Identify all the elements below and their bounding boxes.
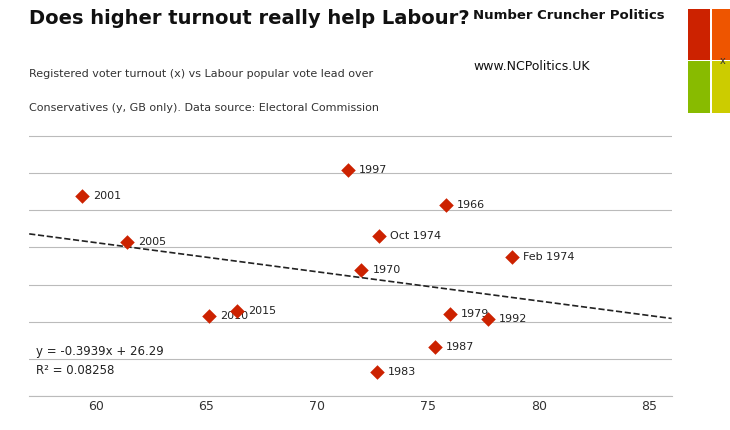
Text: 1983: 1983 [388,367,416,377]
Text: 2015: 2015 [248,306,277,316]
Text: y = -0.3939x + 26.29: y = -0.3939x + 26.29 [36,345,164,358]
Text: 2001: 2001 [93,190,122,201]
Text: 1979: 1979 [461,309,490,319]
Point [439,202,451,209]
Text: Registered voter turnout (x) vs Labour popular vote lead over: Registered voter turnout (x) vs Labour p… [29,69,373,79]
Text: Does higher turnout really help Labour?: Does higher turnout really help Labour? [29,9,470,28]
Point [203,312,215,319]
Text: 1966: 1966 [457,200,485,210]
Text: Conservatives (y, GB only). Data source: Electoral Commission: Conservatives (y, GB only). Data source:… [29,103,379,113]
Text: 1992: 1992 [499,313,527,324]
Text: x: x [720,56,726,66]
Text: 1997: 1997 [359,165,388,175]
Point [231,308,243,315]
Point [121,238,133,245]
Text: 1970: 1970 [372,265,401,275]
Point [507,254,518,261]
Point [356,266,367,273]
Point [373,233,385,240]
Text: 1987: 1987 [445,342,474,352]
Text: R² = 0.08258: R² = 0.08258 [36,364,114,377]
Point [482,315,493,322]
Text: 2005: 2005 [138,237,166,246]
Point [371,369,383,375]
Point [429,343,440,350]
Point [77,192,88,199]
Text: Feb 1974: Feb 1974 [523,252,575,262]
Text: 2010: 2010 [220,310,247,321]
Text: Oct 1974: Oct 1974 [391,231,442,241]
Text: www.NCPolitics.UK: www.NCPolitics.UK [473,60,590,73]
Point [445,311,456,318]
Point [342,166,354,173]
Text: Number Cruncher Politics: Number Cruncher Politics [473,9,664,22]
